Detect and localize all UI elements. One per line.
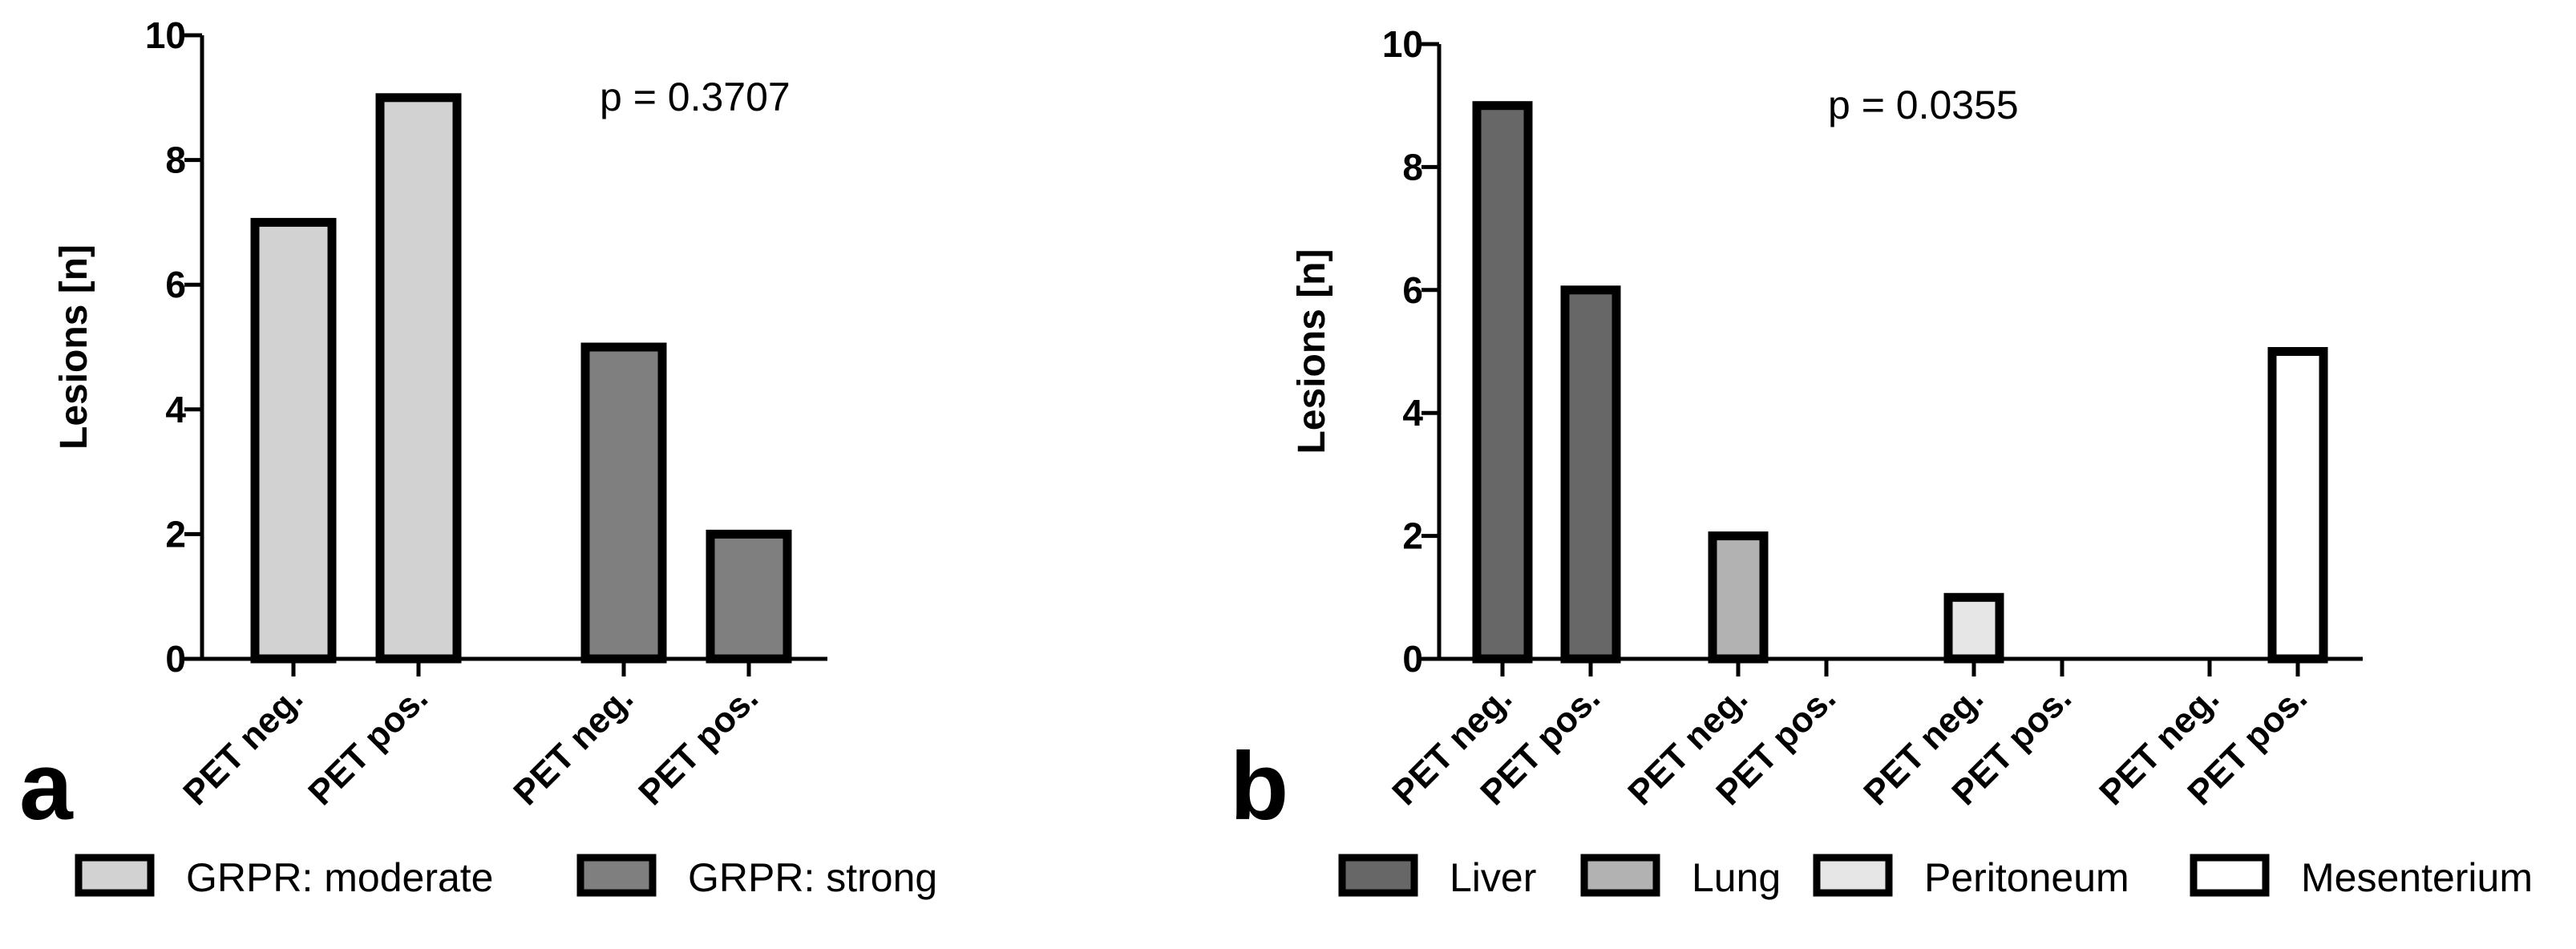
y-tick-label: 10 (1382, 23, 1423, 65)
p-value-annotation: p = 0.3707 (600, 75, 791, 119)
y-tick-label: 0 (1402, 638, 1423, 680)
legend-label: Mesenterium (2301, 855, 2533, 900)
y-tick-label: 10 (145, 14, 186, 56)
legend-label: Lung (1692, 855, 1781, 900)
legend-label: GRPR: strong (688, 855, 937, 900)
y-tick-label: 2 (1402, 515, 1423, 557)
panel-label: a (19, 733, 74, 840)
legend-swatch-grpr-strong (576, 854, 657, 897)
y-axis-label: Lesions [n] (1291, 248, 1333, 454)
x-tick-label: PET neg. (176, 678, 310, 813)
legend-label: Peritoneum (1924, 855, 2129, 900)
y-tick-label: 2 (165, 513, 186, 555)
legend-swatch-grpr-moderate (75, 854, 155, 897)
legend-swatch-mesenterium (2190, 854, 2270, 897)
bar-peritoneum-5 (1943, 592, 2004, 664)
legend-swatch-lung (1580, 854, 1660, 897)
bar-liver-1 (1472, 101, 1533, 664)
y-tick-label: 8 (165, 139, 186, 181)
p-value-annotation: p = 0.0355 (1828, 83, 2019, 127)
y-tick-label: 6 (1402, 269, 1423, 311)
bar-lung-3 (1708, 531, 1769, 664)
legend-swatch-liver (1338, 854, 1418, 897)
bar-mesenterium-8 (2267, 347, 2328, 664)
legend-label: GRPR: moderate (186, 855, 493, 900)
y-tick-label: 4 (1402, 392, 1423, 434)
bar-grpr-moderate-1 (250, 217, 337, 664)
y-tick-label: 0 (165, 638, 186, 680)
panel-label: b (1230, 733, 1288, 840)
x-tick-label: PET pos. (631, 678, 766, 813)
bar-grpr-strong-4 (706, 529, 792, 664)
x-tick-label: PET neg. (506, 678, 641, 813)
y-tick-label: 4 (165, 389, 186, 430)
y-axis-label: Lesions [n] (53, 244, 95, 450)
bar-grpr-strong-3 (580, 342, 667, 664)
legend-label: Liver (1450, 855, 1536, 900)
y-tick-label: 8 (1402, 146, 1423, 188)
bar-grpr-moderate-2 (375, 93, 462, 664)
y-tick-label: 6 (165, 264, 186, 305)
legend-swatch-peritoneum (1813, 854, 1893, 897)
bar-liver-2 (1560, 285, 1621, 664)
x-tick-label: PET pos. (301, 678, 435, 813)
